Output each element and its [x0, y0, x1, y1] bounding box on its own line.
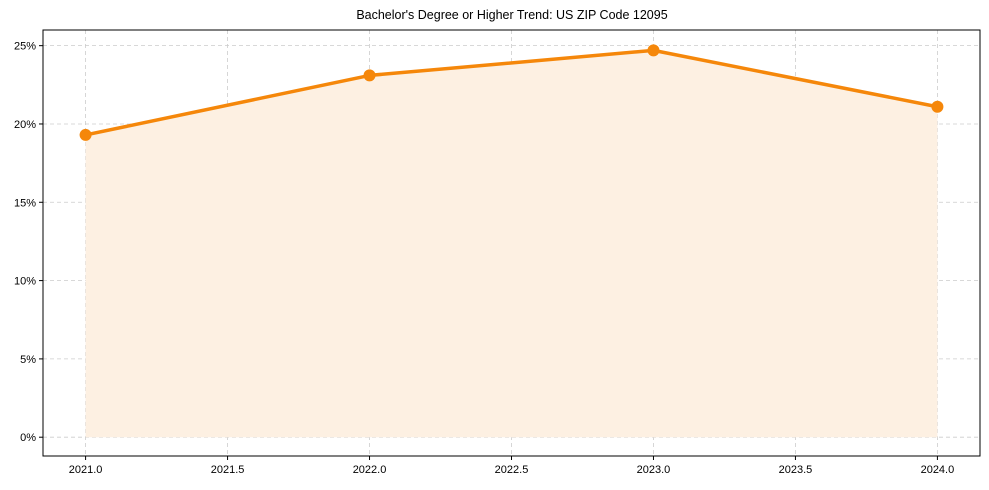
- x-tick-label: 2023.5: [779, 464, 813, 476]
- x-tick-label: 2022.0: [353, 464, 387, 476]
- area-fill: [85, 50, 938, 438]
- y-tick-label: 10%: [14, 276, 36, 288]
- data-point: [79, 128, 92, 141]
- x-tick-label: 2022.5: [495, 464, 529, 476]
- data-point: [363, 69, 376, 82]
- y-tick-label: 20%: [14, 119, 36, 131]
- chart-title: Bachelor's Degree or Higher Trend: US ZI…: [356, 8, 667, 22]
- y-tick-label: 0%: [20, 432, 36, 444]
- x-tick-label: 2021.5: [211, 464, 245, 476]
- data-points: [79, 44, 944, 141]
- y-tick-label: 5%: [20, 354, 36, 366]
- y-axis-ticks: 0% 5% 10% 15% 20% 25%: [14, 41, 43, 444]
- y-tick-label: 25%: [14, 41, 36, 53]
- data-point: [931, 100, 944, 113]
- x-axis-ticks: 2021.0 2021.5 2022.0 2022.5 2023.0 2023.5 2024…: [69, 456, 954, 476]
- x-tick-label: 2024.0: [921, 464, 955, 476]
- y-tick-label: 15%: [14, 197, 36, 209]
- data-line: [85, 48, 938, 137]
- data-point: [647, 44, 660, 57]
- x-tick-label: 2021.0: [69, 464, 103, 476]
- x-tick-label: 2023.0: [637, 464, 671, 476]
